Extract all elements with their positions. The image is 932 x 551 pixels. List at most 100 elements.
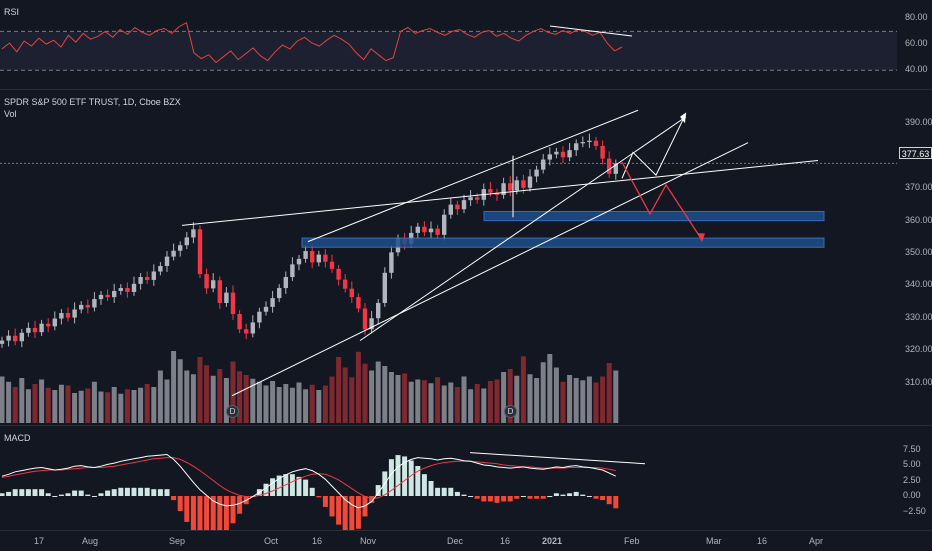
macd-histogram-bar xyxy=(593,496,599,499)
volume-bar xyxy=(184,370,190,423)
pane-separator[interactable] xyxy=(0,89,932,90)
volume-bar xyxy=(329,376,335,423)
rsi-divergence-trendline xyxy=(549,25,633,37)
candle-body xyxy=(468,197,473,201)
candle-body xyxy=(138,277,143,284)
candle-body xyxy=(455,204,460,210)
macd-pane[interactable]: MACD −2.50 0.00 2.50 5.00 7.50 xyxy=(0,426,932,530)
volume-bar xyxy=(0,376,5,423)
macd-histogram-bar xyxy=(560,494,566,496)
volume-bar xyxy=(468,389,474,423)
candle-body xyxy=(65,313,71,318)
volume-bar xyxy=(560,381,566,423)
volume-bar xyxy=(289,387,295,423)
macd-histogram-bar xyxy=(45,493,51,496)
volume-bar xyxy=(98,391,104,423)
rsi-axis[interactable]: 80.00 60.00 40.00 xyxy=(897,0,932,88)
volume-bar xyxy=(520,356,526,423)
macd-histogram-bar xyxy=(19,489,25,496)
candle-body xyxy=(376,302,381,319)
volume-bar xyxy=(580,380,586,423)
volume-bar xyxy=(270,381,276,423)
rsi-pane[interactable]: RSI 80.00 60.00 40.00 xyxy=(0,0,932,88)
candle-body xyxy=(211,280,216,289)
time-tick-label: 17 xyxy=(34,536,45,546)
candle-body xyxy=(32,327,38,333)
macd-title: MACD xyxy=(4,433,31,443)
price-pane[interactable]: SPDR S&P 500 ETF TRUST, 1D, Cboe BZX Vol… xyxy=(0,90,932,425)
volume-bar xyxy=(461,376,467,423)
volume-bar xyxy=(223,378,229,423)
macd-histogram-bar xyxy=(85,494,91,496)
trendline-channel-lower xyxy=(231,142,749,397)
dividend-event-badge[interactable]: D xyxy=(504,405,517,418)
macd-histogram-bar xyxy=(25,489,31,496)
macd-histogram-bar xyxy=(151,489,157,496)
rsi-series-line xyxy=(1,21,623,64)
candle-body xyxy=(560,151,566,158)
candle-body xyxy=(369,318,374,330)
candle-body xyxy=(316,254,321,263)
time-tick-label: Sep xyxy=(169,536,186,546)
price-tick-label: 310.00 xyxy=(905,376,932,387)
candle-body xyxy=(0,340,5,344)
macd-histogram-bar xyxy=(72,490,78,496)
candle-body xyxy=(580,142,585,144)
time-tick-label: Oct xyxy=(264,536,279,546)
macd-histogram-bar xyxy=(12,489,18,496)
macd-histogram-bar xyxy=(111,489,117,496)
candle-body xyxy=(329,261,335,269)
volume-bar xyxy=(111,387,117,423)
dividend-event-badge[interactable]: D xyxy=(226,405,239,418)
volume-bar xyxy=(375,361,381,423)
macd-histogram-bar xyxy=(454,491,460,496)
macd-histogram-bar xyxy=(534,496,540,499)
price-axis[interactable]: 310.00 320.00 330.00 340.00 350.00 360.00 370.… xyxy=(897,90,932,425)
macd-histogram-bar xyxy=(197,496,203,530)
volume-bar xyxy=(39,379,45,423)
time-axis[interactable]: 17 Aug Sep Oct 16 Nov Dec 16 2021 Feb Mar 16 Apr xyxy=(0,530,932,551)
macd-divergence-trendline xyxy=(469,452,646,465)
volume-bar xyxy=(230,361,236,423)
volume-bar xyxy=(600,376,606,423)
macd-histogram-bar xyxy=(547,496,553,497)
candle-body xyxy=(250,322,255,334)
candle-body xyxy=(541,159,546,170)
macd-histogram-bar xyxy=(501,496,507,502)
price-tick-label: 320.00 xyxy=(905,344,932,355)
volume-bar xyxy=(303,389,309,423)
candle-body xyxy=(607,158,612,174)
candle-body xyxy=(204,274,209,289)
volume-bar xyxy=(58,384,64,423)
macd-histogram-bar xyxy=(402,456,408,496)
volume-bar xyxy=(606,363,612,423)
volume-bar xyxy=(454,387,460,423)
macd-histogram-bar xyxy=(322,496,328,507)
macd-histogram-bar xyxy=(375,485,381,496)
macd-histogram-bar xyxy=(303,479,309,496)
symbol-title[interactable]: SPDR S&P 500 ETF TRUST, 1D, Cboe BZX xyxy=(4,97,181,107)
macd-axis[interactable]: −2.50 0.00 2.50 5.00 7.50 xyxy=(897,426,932,530)
volume-bar xyxy=(421,380,427,423)
macd-histogram-bar xyxy=(164,489,170,496)
volume-label[interactable]: Vol xyxy=(4,109,17,119)
macd-histogram-bar xyxy=(91,496,97,497)
trendline-resistance xyxy=(181,160,819,226)
macd-histogram-bar xyxy=(573,491,579,496)
volume-bar xyxy=(204,365,210,423)
volume-bar xyxy=(263,385,269,423)
volume-bar xyxy=(586,376,592,423)
candle-body xyxy=(145,277,150,280)
volume-bar xyxy=(78,390,84,423)
candle-body xyxy=(277,288,282,299)
bearish-arrowhead xyxy=(697,233,705,243)
macd-histogram-bar xyxy=(177,496,183,512)
candle-body xyxy=(554,151,559,155)
macd-histogram-bar xyxy=(468,496,474,497)
volume-bar xyxy=(237,371,243,423)
candle-body xyxy=(336,268,341,280)
candle-body xyxy=(448,204,453,215)
pane-separator[interactable] xyxy=(0,425,932,426)
macd-histogram-bar xyxy=(237,496,243,514)
macd-chart xyxy=(0,452,646,530)
